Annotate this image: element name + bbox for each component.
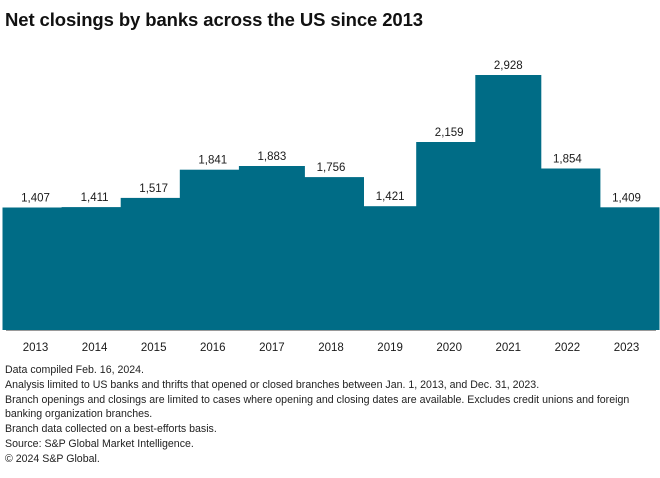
- note-source: Source: S&P Global Market Intelligence.: [5, 438, 194, 451]
- x-tick-2016: 2016: [200, 342, 226, 354]
- value-label-2013: 1,407: [21, 193, 50, 205]
- value-label-2019: 1,421: [376, 191, 405, 203]
- value-label-2023: 1,409: [612, 192, 641, 204]
- x-tick-2014: 2014: [82, 342, 108, 354]
- chart-notes: Data compiled Feb. 16, 2024. Analysis li…: [5, 364, 650, 468]
- x-tick-2018: 2018: [318, 342, 344, 354]
- value-label-2014: 1,411: [81, 192, 109, 204]
- note-data-compiled: Data compiled Feb. 16, 2024.: [5, 364, 144, 376]
- note-copyright: © 2024 S&P Global.: [5, 453, 100, 466]
- value-label-2020: 2,159: [435, 127, 464, 139]
- value-label-2021: 2,928: [494, 60, 523, 72]
- bar-2019: [357, 206, 424, 330]
- bar-2021: [475, 75, 542, 330]
- bar-2017: [238, 166, 305, 330]
- value-label-2018: 1,756: [317, 162, 346, 174]
- x-tick-2020: 2020: [436, 342, 462, 354]
- x-tick-2017: 2017: [259, 342, 285, 354]
- bar-2013: [2, 207, 69, 330]
- bar-2014: [61, 207, 128, 330]
- bar-chart: 1,407 2013 1,411 2014 1,517 2015 1,841 2016 1,88…: [2, 60, 660, 354]
- note-analysis-scope: Analysis limited to US banks and thrifts…: [5, 379, 540, 392]
- bar-2016: [179, 169, 246, 330]
- value-label-2017: 1,883: [258, 151, 287, 163]
- x-tick-2021: 2021: [496, 342, 522, 354]
- value-label-2022: 1,854: [553, 154, 582, 166]
- bar-2015: [120, 197, 187, 330]
- value-label-2016: 1,841: [198, 155, 227, 167]
- x-tick-2019: 2019: [377, 342, 403, 354]
- bar-2023: [593, 207, 660, 330]
- note-branch-limits: Branch openings and closings are limited…: [5, 394, 630, 420]
- bar-2022: [534, 168, 601, 330]
- x-tick-2013: 2013: [23, 342, 49, 354]
- bar-2018: [298, 177, 364, 330]
- x-tick-2015: 2015: [141, 342, 167, 354]
- chart-title: Net closings by banks across the US sinc…: [5, 9, 424, 30]
- note-best-efforts: Branch data collected on a best-efforts …: [5, 422, 217, 435]
- x-tick-2022: 2022: [555, 342, 581, 354]
- x-tick-2023: 2023: [614, 342, 640, 354]
- value-label-2015: 1,517: [139, 183, 168, 195]
- bar-2020: [416, 142, 483, 330]
